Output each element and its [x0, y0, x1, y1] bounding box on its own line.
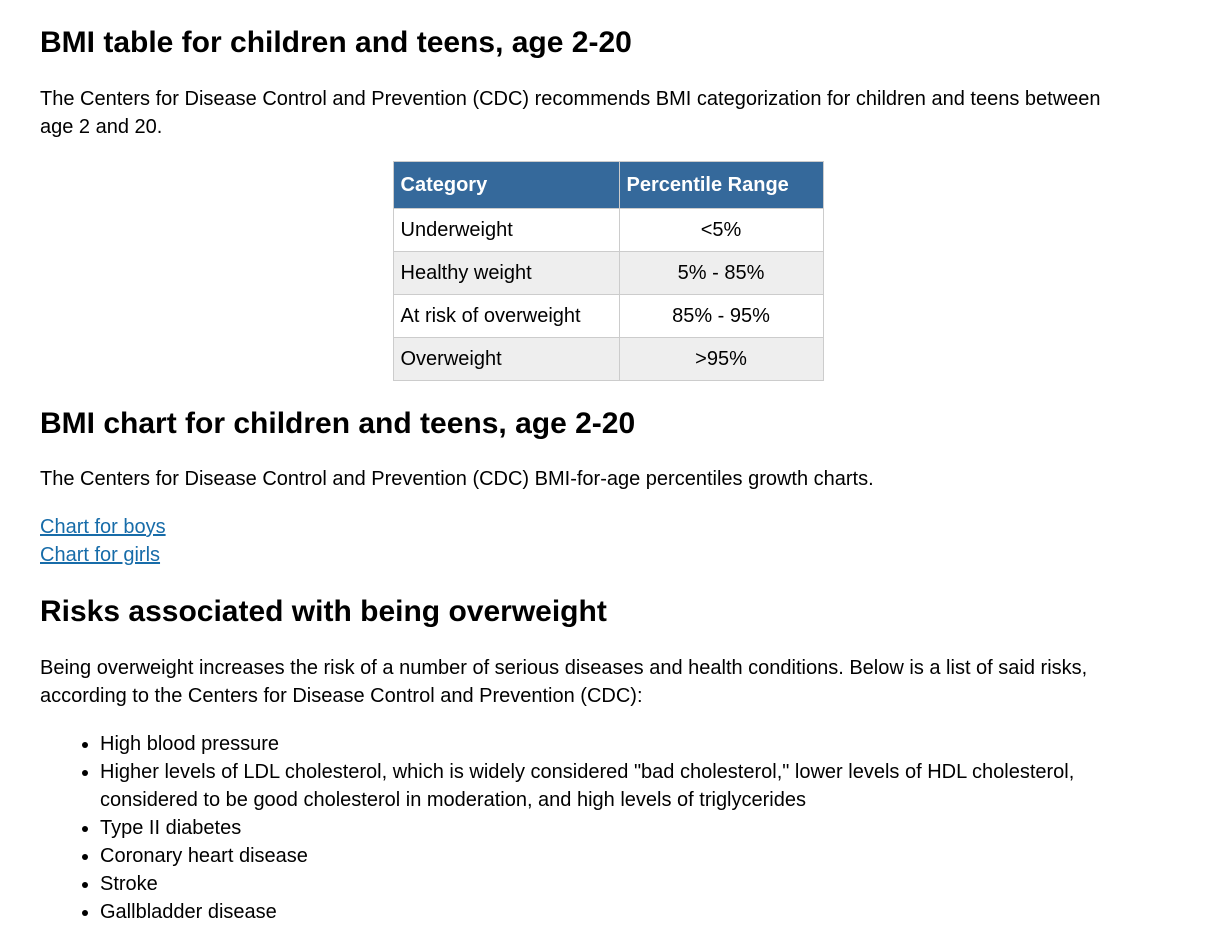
heading-bmi-chart-section: BMI chart for children and teens, age 2-… — [40, 406, 636, 440]
percentile-cell: 5% - 85% — [618, 250, 824, 295]
risk-list-item: Coronary heart disease — [100, 842, 1176, 870]
category-cell: Healthy weight — [392, 250, 620, 295]
risk-list-item: High blood pressure — [100, 730, 1176, 758]
column-header-percentile-range: Percentile Range — [618, 160, 824, 209]
content: BMI table for children and teens, age 2-… — [40, 26, 1176, 926]
table-row: Overweight >95% — [392, 336, 824, 381]
chart-links: Chart for boys Chart for girls — [40, 513, 1176, 569]
bmi-table-intro-paragraph: The Centers for Disease Control and Prev… — [40, 87, 1101, 138]
percentile-cell: >95% — [618, 336, 824, 381]
risks-intro-paragraph: Being overweight increases the risk of a… — [40, 656, 1088, 707]
category-cell: Underweight — [392, 207, 620, 252]
table-header-row: Category Percentile Range — [392, 160, 824, 209]
heading-risks-section: Risks associated with being overweight — [40, 595, 607, 628]
chart-for-boys-link[interactable]: Chart for boys — [40, 516, 166, 538]
percentile-cell: 85% - 95% — [618, 293, 824, 338]
table-row: Underweight <5% — [392, 207, 824, 252]
risk-list-item: Type II diabetes — [100, 814, 1176, 842]
category-cell: Overweight — [392, 336, 620, 381]
table-row: Healthy weight 5% - 85% — [392, 250, 824, 295]
risk-list-item: Higher levels of LDL cholesterol, which … — [100, 758, 1176, 814]
risks-list: High blood pressure Higher levels of LDL… — [40, 730, 1176, 926]
category-cell: At risk of overweight — [392, 293, 620, 338]
column-header-category: Category — [392, 160, 620, 209]
percentile-cell: <5% — [618, 207, 824, 252]
table-row: At risk of overweight 85% - 95% — [392, 293, 824, 338]
bmi-chart-intro-paragraph: The Centers for Disease Control and Prev… — [40, 468, 874, 490]
heading-bmi-table-section: BMI table for children and teens, age 2-… — [40, 26, 632, 59]
risk-list-item: Stroke — [100, 870, 1176, 898]
risk-list-item: Gallbladder disease — [100, 898, 1176, 926]
bmi-percentile-table: Category Percentile Range Underweight <5… — [392, 160, 824, 381]
chart-for-girls-link[interactable]: Chart for girls — [40, 544, 161, 566]
